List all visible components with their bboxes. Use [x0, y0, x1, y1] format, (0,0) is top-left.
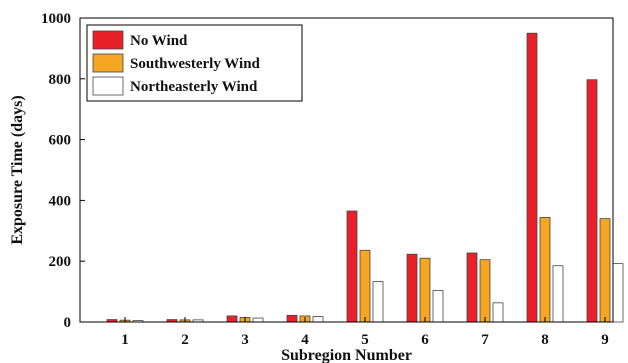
legend-swatch: [92, 30, 124, 50]
bar-1-7: [466, 252, 478, 323]
x-tick-label: 4: [301, 332, 309, 348]
bar-1-6: [406, 253, 418, 323]
y-tick-label: 600: [49, 133, 72, 149]
bar-3-7: [492, 302, 504, 323]
legend: No Wind Southwesterly Wind Northeasterly W…: [86, 24, 303, 102]
bar-2-7: [479, 259, 491, 323]
legend-label: No Wind: [130, 33, 188, 49]
legend-label: Northeasterly Wind: [130, 79, 258, 95]
bar-1-5: [346, 210, 358, 323]
bar-3-4: [312, 316, 324, 323]
x-tick-label: 8: [541, 332, 549, 348]
x-axis-title: Subregion Number: [281, 347, 412, 363]
x-tick-label: 2: [181, 332, 189, 348]
bar-1-9: [586, 79, 598, 323]
x-tick-label: 7: [481, 332, 489, 348]
y-axis-title: Exposure Time (days): [9, 95, 26, 244]
x-tick-label: 9: [601, 332, 609, 348]
legend-swatch: [92, 76, 124, 96]
x-tick-label: 3: [241, 332, 249, 348]
x-tick-label: 6: [421, 332, 429, 348]
bar-3-9: [612, 263, 624, 323]
x-tick-label: 5: [361, 332, 369, 348]
bar-2-9: [599, 218, 611, 323]
y-tick-label: 400: [49, 193, 72, 209]
bar-3-6: [432, 289, 444, 323]
bar-3-5: [372, 281, 384, 323]
y-tick-label: 1000: [41, 11, 71, 27]
bar-3-8: [552, 265, 564, 323]
plot-frame: [79, 17, 614, 323]
bar-1-4: [286, 314, 298, 323]
legend-label: Southwesterly Wind: [130, 56, 261, 72]
bar-2-6: [419, 257, 431, 323]
bar-1-3: [226, 315, 238, 323]
y-tick-label: 0: [64, 315, 72, 331]
bars-group: [106, 32, 624, 323]
bar-1-8: [526, 32, 538, 323]
y-axis: 0 200 400 600 800 1000: [41, 11, 85, 331]
legend-swatch: [92, 53, 124, 73]
x-axis: 1 2 3 4 5 6 7 8 9: [121, 317, 609, 348]
y-tick-label: 800: [49, 72, 72, 88]
bar-2-8: [539, 217, 551, 323]
bar-2-5: [359, 249, 371, 323]
y-tick-label: 200: [49, 254, 72, 270]
x-tick-label: 1: [121, 332, 129, 348]
bar-3-3: [252, 317, 264, 323]
